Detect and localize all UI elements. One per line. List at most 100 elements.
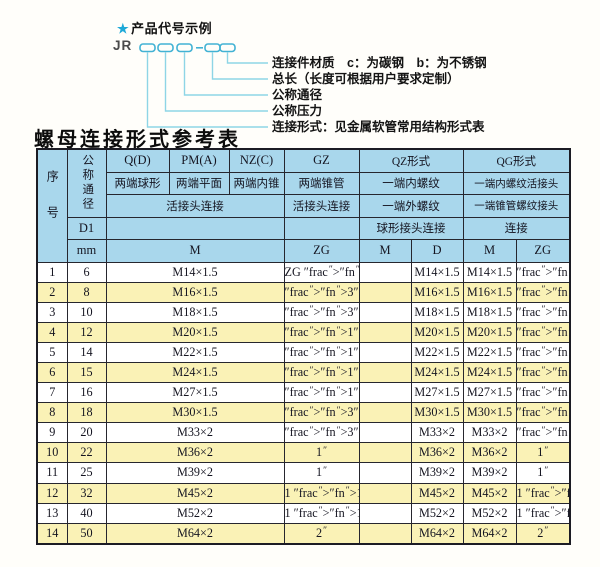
header-unit-m-qz: M xyxy=(358,239,412,263)
product-code-prefix: JR xyxy=(113,38,133,53)
header-group-nzc: NZ(C) xyxy=(228,148,285,173)
header-row-4: D1 球形接头连接 连接 xyxy=(37,216,571,240)
cell-qg-zg: ″frac″>″fn″>3″fd″>8″ xyxy=(515,281,571,303)
header-mm: mm xyxy=(66,239,107,263)
header-unit-zg-gz: ZG xyxy=(283,239,360,263)
table-row: 310M18×1.5″frac″>″fn″>3″fd″>8″M18×1.5M18… xyxy=(36,301,571,323)
cell-qg-m: M64×2 xyxy=(462,522,517,545)
cell-gz: ″frac″>″fn″>3″fd″>4″ xyxy=(283,402,360,424)
header-taper-thread-qg: 一端锥管螺纹接头 xyxy=(462,194,571,218)
cell-qz-d: M16×1.5 xyxy=(410,281,464,303)
cell-qz-m xyxy=(358,261,412,283)
cell-qz-m xyxy=(358,402,412,424)
header-unit-zg-qg: ZG xyxy=(515,239,571,263)
header-ext-thread-qz: 一端外螺纹 xyxy=(358,194,464,218)
cell-no: 11 xyxy=(36,462,68,484)
cell-gz: 1″ xyxy=(283,462,360,484)
cell-m: M27×1.5 xyxy=(105,382,285,404)
table-row: 28M16×1.5″frac″>″fn″>3″fd″>8″M16×1.5M16×… xyxy=(36,281,571,303)
product-code-heading-text: 产品代号示例 xyxy=(131,21,213,36)
cell-qg-m: M24×1.5 xyxy=(462,361,517,384)
cell-qg-m: M45×2 xyxy=(462,482,517,504)
table-row: 514M22×1.5″frac″>″fn″>1″fd″>2″M22×1.5M22… xyxy=(36,341,571,363)
cell-qg-m: M30×1.5 xyxy=(462,402,517,424)
cell-qg-zg: ″frac″>″fn″>3″fd″>4″ xyxy=(515,402,571,424)
header-d1: D1 xyxy=(66,216,107,240)
header-union-gz: 活接头连接 xyxy=(283,194,360,218)
header-ball-joint-qz: 球形接头连接 xyxy=(358,216,464,240)
header-unit-m-qg: M xyxy=(462,239,517,263)
cell-qg-zg: ″frac″>″fn″>1″fd″>2″ xyxy=(515,361,571,384)
product-code-heading: ★ 产品代号示例 xyxy=(117,18,212,37)
cell-m: M16×1.5 xyxy=(105,281,285,303)
cell-qz-m xyxy=(358,382,412,404)
cell-no: 3 xyxy=(36,301,68,323)
cell-qg-m: M27×1.5 xyxy=(462,382,517,404)
header-row-3: 活接头连接 活接头连接 一端外螺纹 一端锥管螺纹接头 xyxy=(37,194,571,218)
cell-qg-zg: 1 ″frac″>″fn″>1″fd″>4″ xyxy=(515,482,571,504)
cell-no: 8 xyxy=(36,402,68,424)
header-row-5: mm M ZG M D M ZG xyxy=(37,239,571,263)
cell-qz-m xyxy=(358,502,412,524)
cell-qg-zg: 2″ xyxy=(515,522,571,545)
cell-gz: ″frac″>″fn″>1″fd″>2″ xyxy=(283,341,360,363)
cell-qz-d: M24×1.5 xyxy=(410,361,464,384)
header-blank-gz xyxy=(283,216,360,240)
cell-dn: 12 xyxy=(66,321,107,343)
cell-gz: ″frac″>″fn″>3″fd″>8″ xyxy=(283,301,360,323)
cell-gz: ″frac″>″fn″>3″fd″>4″ xyxy=(283,422,360,444)
header-group-gz: GZ xyxy=(283,148,360,173)
cell-qz-m xyxy=(358,301,412,323)
cell-qz-m xyxy=(358,422,412,444)
cell-qz-d: M20×1.5 xyxy=(410,321,464,343)
cell-dn: 10 xyxy=(66,301,107,323)
cell-m: M30×1.5 xyxy=(105,402,285,424)
cell-no: 1 xyxy=(36,261,68,283)
cell-dn: 15 xyxy=(66,361,107,384)
cell-qg-zg: ″frac″>″fn″>1″fd″>2″ xyxy=(515,321,571,343)
cell-no: 10 xyxy=(36,442,68,464)
cell-qz-d: M27×1.5 xyxy=(410,382,464,404)
header-blank-left xyxy=(105,216,285,240)
table-row: 10 22 M36×2 1″ M36×2 M36×2 1″ xyxy=(36,442,571,464)
star-icon: ★ xyxy=(117,21,130,36)
header-group-qg: QG形式 xyxy=(462,148,571,173)
cell-qz-d: M22×1.5 xyxy=(410,341,464,363)
header-nominal-diameter: 公称通径 xyxy=(66,148,107,218)
nut-connection-table: 序号 公称通径 Q(D) PM(A) NZ(C) GZ QZ形式 QG形式 两端… xyxy=(36,148,571,545)
cell-qg-zg: 1″ xyxy=(515,442,571,464)
cell-dn: 22 xyxy=(66,442,107,464)
header-row-2: 两端球形 两端平面 两端内锥 两端锥管 一端内螺纹 一端内螺纹活接头 xyxy=(37,171,571,195)
cell-m: M22×1.5 xyxy=(105,341,285,363)
cell-qg-m: M33×2 xyxy=(462,422,517,444)
cell-m: M18×1.5 xyxy=(105,301,285,323)
cell-qz-d: M64×2 xyxy=(410,522,464,545)
header-end-type-gz: 两端锥管 xyxy=(283,171,360,195)
cell-qg-zg: ″frac″>″fn″>1″fd″>4″ xyxy=(515,261,571,283)
header-end-type-pma: 两端平面 xyxy=(168,171,230,195)
cell-qg-m: M52×2 xyxy=(462,502,517,524)
table-row: 818M30×1.5″frac″>″fn″>3″fd″>4″M30×1.5M30… xyxy=(36,402,571,424)
cell-qz-m xyxy=(358,522,412,545)
cell-dn: 6 xyxy=(66,261,107,283)
code-label-material: 连接件材质 c：为碳钢 b：为不锈钢 xyxy=(272,56,487,70)
header-group-qz: QZ形式 xyxy=(358,148,464,173)
cell-qz-d: M33×2 xyxy=(410,422,464,444)
cell-no: 12 xyxy=(36,482,68,504)
cell-gz: ″frac″>″fn″>1″fd″>2″ xyxy=(283,321,360,343)
cell-m: M36×2 xyxy=(105,442,285,464)
cell-qg-m: M22×1.5 xyxy=(462,341,517,363)
header-end-type-qd: 两端球形 xyxy=(105,171,170,195)
cell-no: 7 xyxy=(36,382,68,404)
cell-qg-m: M36×2 xyxy=(462,442,517,464)
cell-dn: 25 xyxy=(66,462,107,484)
cell-dn: 20 xyxy=(66,422,107,444)
cell-m: M33×2 xyxy=(105,422,285,444)
cell-gz: 2″ xyxy=(283,522,360,545)
code-label-pressure: 公称压力 xyxy=(272,104,323,118)
cell-qz-m xyxy=(358,341,412,363)
code-label-length: 总长（长度可根据用户要求定制） xyxy=(272,72,460,86)
cell-qz-d: M45×2 xyxy=(410,482,464,504)
cell-gz: 1″ xyxy=(283,442,360,464)
